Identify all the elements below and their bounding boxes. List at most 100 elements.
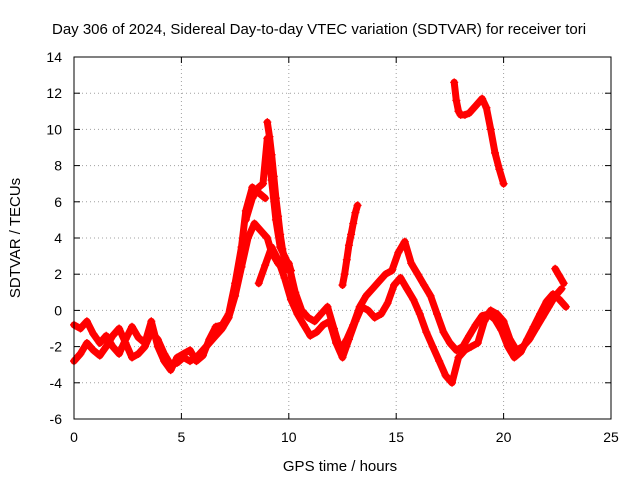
data-point-marker xyxy=(435,357,444,366)
data-point-marker xyxy=(420,281,429,290)
data-point-marker xyxy=(254,183,263,192)
data-point-marker xyxy=(518,342,527,351)
data-point-marker xyxy=(263,118,272,127)
data-point-marker xyxy=(422,328,431,337)
data-point-marker xyxy=(478,94,487,103)
data-point-marker xyxy=(347,230,356,239)
y-tick-label: 6 xyxy=(54,194,62,210)
data-point-marker xyxy=(400,237,409,246)
data-point-marker xyxy=(153,335,162,344)
data-point-marker xyxy=(173,358,182,367)
data-point-marker xyxy=(95,351,104,360)
data-point-marker xyxy=(306,331,315,340)
series-track-3 xyxy=(241,134,570,362)
x-tick-label: 0 xyxy=(70,429,78,445)
x-axis-title: GPS time / hours xyxy=(283,458,397,475)
data-point-marker xyxy=(409,295,418,304)
data-point-marker xyxy=(312,328,321,337)
data-point-marker xyxy=(224,313,233,322)
data-point-marker xyxy=(243,234,252,242)
data-point-marker xyxy=(95,338,104,347)
data-point-marker xyxy=(512,346,521,355)
data-point-marker xyxy=(134,333,143,342)
data-point-marker xyxy=(205,338,214,347)
data-point-marker xyxy=(102,342,111,351)
data-point-marker xyxy=(317,310,326,319)
data-point-marker xyxy=(274,212,283,221)
data-point-marker xyxy=(433,310,442,319)
series-line xyxy=(242,134,570,361)
data-point-marker xyxy=(471,101,480,110)
data-point-marker xyxy=(491,148,500,157)
data-point-marker xyxy=(192,353,201,362)
y-tick-label: 12 xyxy=(46,85,62,101)
data-point-marker xyxy=(278,244,287,253)
data-point-marker xyxy=(340,270,349,279)
data-point-marker xyxy=(237,262,246,271)
data-point-marker xyxy=(390,281,399,290)
x-tick-label: 25 xyxy=(603,429,619,445)
data-point-marker xyxy=(538,313,547,322)
data-point-marker xyxy=(231,291,240,300)
plot-area xyxy=(70,78,570,387)
data-point-marker xyxy=(286,295,295,304)
data-point-marker xyxy=(471,320,480,329)
data-point-marker xyxy=(185,357,194,366)
data-point-marker xyxy=(263,234,272,242)
data-point-marker xyxy=(555,272,564,281)
data-point-marker xyxy=(256,226,265,235)
y-tick-label: 0 xyxy=(54,302,62,318)
y-tick-label: -6 xyxy=(50,411,63,427)
data-point-marker xyxy=(506,335,515,344)
series-line xyxy=(450,78,508,188)
data-point-marker xyxy=(357,302,366,311)
data-point-marker xyxy=(338,353,347,362)
data-point-marker xyxy=(325,317,334,326)
data-point-marker xyxy=(460,346,469,355)
data-point-marker xyxy=(265,132,274,141)
y-tick-label: 8 xyxy=(54,158,62,174)
data-point-marker xyxy=(267,150,276,159)
data-point-marker xyxy=(377,310,386,319)
x-tick-label: 20 xyxy=(496,429,512,445)
data-point-marker xyxy=(211,331,220,340)
data-point-marker xyxy=(364,306,373,315)
data-point-marker xyxy=(368,284,377,293)
y-tick-label: 4 xyxy=(54,230,62,246)
data-point-marker xyxy=(271,194,280,203)
data-point-marker xyxy=(89,346,98,355)
data-point-marker xyxy=(179,353,188,362)
data-point-marker xyxy=(551,264,560,273)
data-point-marker xyxy=(310,317,319,326)
data-point-marker xyxy=(166,360,175,369)
series-track-7 xyxy=(450,78,508,188)
data-point-marker xyxy=(269,172,278,181)
data-point-marker xyxy=(299,320,308,329)
data-point-marker xyxy=(493,310,502,319)
data-point-marker xyxy=(450,78,459,87)
data-point-marker xyxy=(465,109,474,118)
y-tick-label: -4 xyxy=(50,375,63,391)
data-point-marker xyxy=(147,317,156,326)
data-point-marker xyxy=(76,349,85,358)
data-point-marker xyxy=(454,353,463,362)
data-point-marker xyxy=(344,335,353,344)
data-point-marker xyxy=(375,277,384,286)
data-point-marker xyxy=(198,346,207,355)
data-point-marker xyxy=(108,331,117,340)
data-point-marker xyxy=(115,324,124,333)
data-point-marker xyxy=(323,302,332,311)
data-point-marker xyxy=(291,288,300,297)
data-point-marker xyxy=(89,329,98,338)
data-point-marker xyxy=(486,306,495,315)
data-point-marker xyxy=(82,338,91,347)
data-point-marker xyxy=(259,179,268,188)
data-point-marker xyxy=(140,342,149,351)
y-axis-title: SDTVAR / TECUs xyxy=(7,178,24,298)
data-point-marker xyxy=(147,328,156,337)
data-point-marker xyxy=(276,230,285,239)
data-point-marker xyxy=(402,284,411,293)
data-point-marker xyxy=(267,243,276,252)
